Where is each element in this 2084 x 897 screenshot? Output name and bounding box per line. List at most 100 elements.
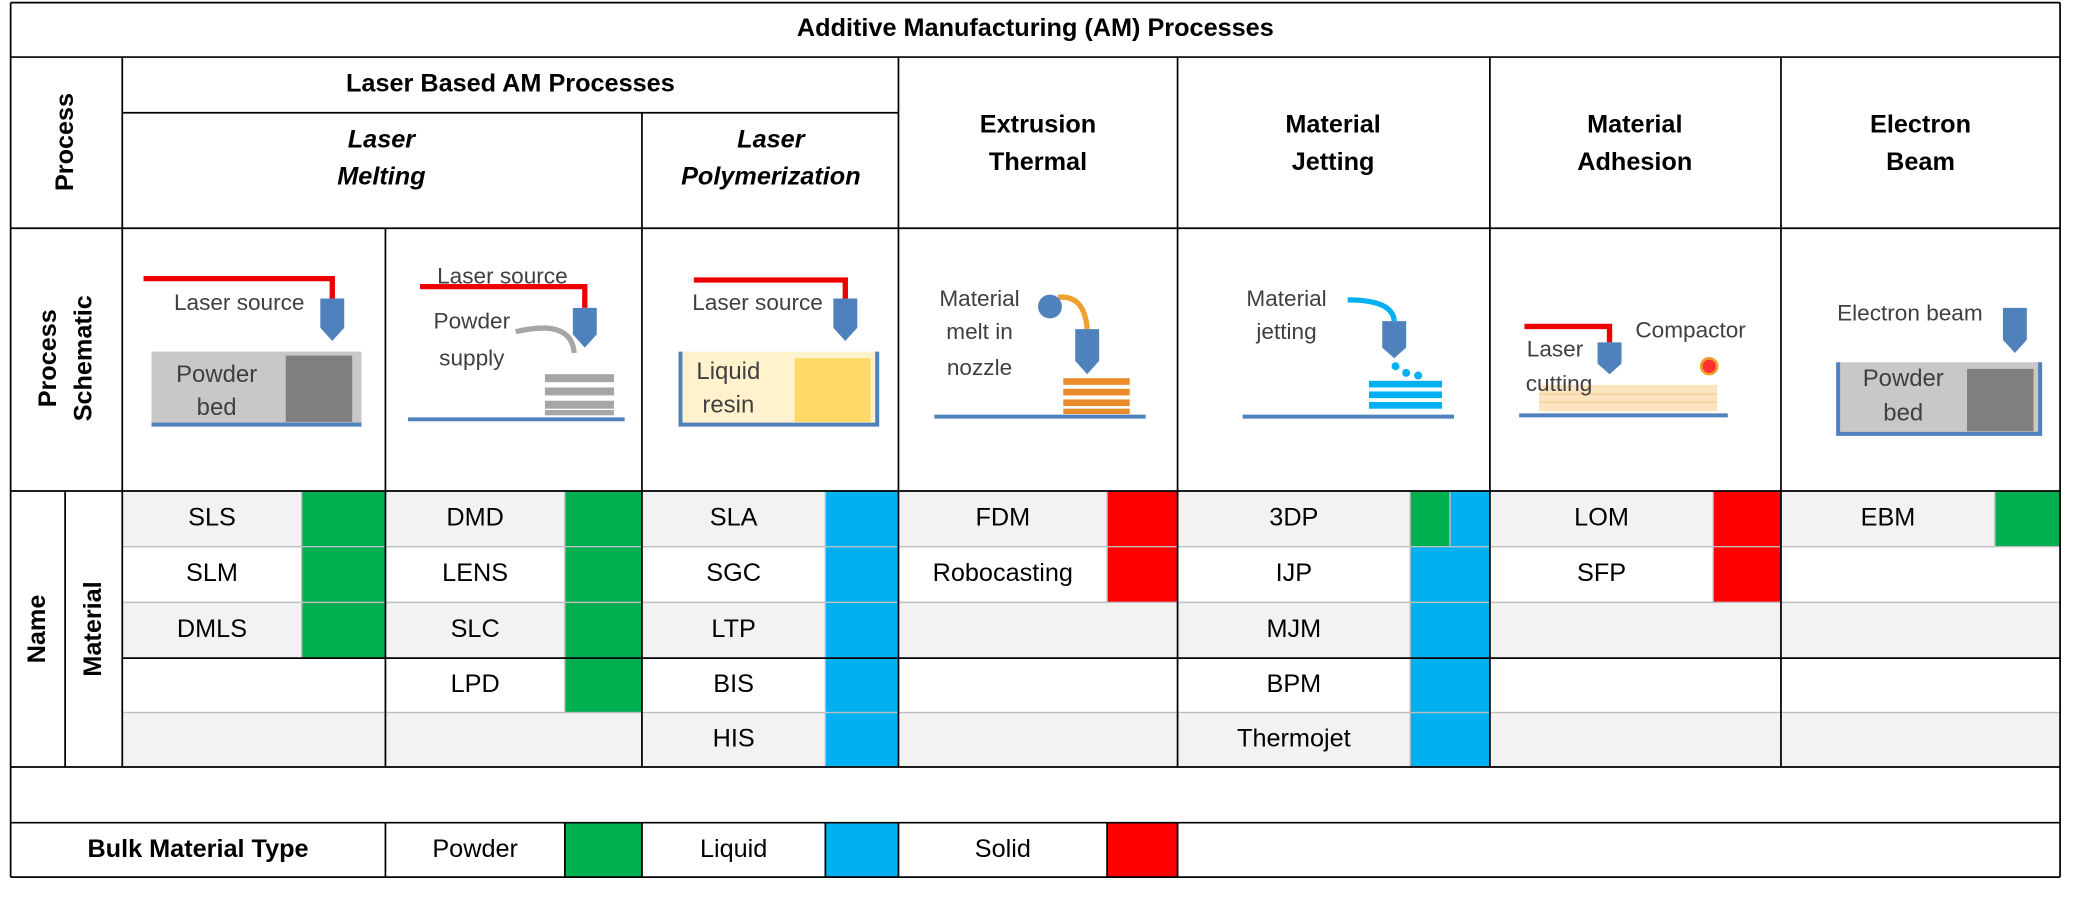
schematic: Laser source Powder supply: [408, 263, 625, 422]
empty-cell: [897, 711, 1179, 768]
column-header: Thermal: [989, 148, 1087, 176]
material-swatch: [564, 546, 643, 604]
process-name: SGC: [706, 559, 761, 587]
name-cell: [384, 546, 566, 604]
process-name: SFP: [1577, 559, 1626, 587]
schematic-label: Powder: [434, 308, 511, 333]
process-name: MJM: [1267, 615, 1322, 643]
name-cell: [1176, 711, 1411, 768]
subgroup-header: Melting: [337, 162, 425, 190]
column-header: Material: [1587, 111, 1682, 139]
material-swatch: [1712, 546, 1782, 604]
process-name: LENS: [442, 559, 508, 587]
name-cell: [641, 711, 827, 768]
schematic-label: resin: [702, 391, 754, 418]
schematic-label: jetting: [1255, 319, 1316, 344]
process-name: DMD: [446, 504, 503, 532]
schematic: Electron beam Powder bed: [1836, 300, 2043, 436]
material-swatch: [301, 601, 387, 659]
legend-label: Powder: [432, 835, 518, 863]
name-cell: [121, 546, 303, 604]
schematic: Laser source Powder bed: [143, 276, 362, 427]
name-cell: [121, 601, 303, 659]
material-swatch: [1409, 546, 1491, 604]
legend-swatch: [564, 822, 643, 878]
empty-cell: [121, 711, 387, 768]
empty-cell: [897, 657, 1179, 714]
empty-cell: [121, 657, 387, 714]
schematic-label: Electron beam: [1837, 300, 1983, 325]
material-swatch: [824, 711, 900, 768]
schematic-label: cutting: [1526, 371, 1593, 396]
schematic-label: nozzle: [947, 355, 1012, 380]
material-swatch: [824, 546, 900, 604]
empty-cell: [1780, 601, 2061, 659]
schematic-label: Laser source: [174, 290, 305, 315]
material-swatch: [1994, 490, 2061, 548]
process-name: BIS: [713, 670, 754, 698]
schematic-label: Material: [1246, 286, 1326, 311]
legend-label: Solid: [975, 835, 1031, 863]
schematic-label: Laser source: [692, 290, 823, 315]
legend-title: Bulk Material Type: [87, 835, 308, 863]
material-swatch: [301, 546, 387, 604]
schematic: Laser cutting Compactor: [1519, 318, 1746, 418]
empty-cell: [897, 601, 1179, 659]
column-header: Electron: [1870, 111, 1971, 139]
schematic-label: supply: [439, 346, 505, 371]
column-header: Adhesion: [1577, 148, 1692, 176]
empty-cell: [1780, 546, 2061, 604]
process-name: LPD: [451, 670, 500, 698]
process-name: Thermojet: [1237, 724, 1351, 752]
schematic-label: Material: [939, 286, 1019, 311]
material-swatch: [564, 490, 643, 548]
process-name: LOM: [1574, 504, 1629, 532]
row-header: Name: [23, 595, 51, 664]
material-swatch: [1409, 657, 1491, 714]
empty-cell: [1489, 657, 1782, 714]
process-name: FDM: [975, 504, 1030, 532]
process-name: SLC: [451, 615, 500, 643]
schematic-label: melt in: [946, 319, 1013, 344]
schematic: Material jetting: [1242, 286, 1455, 419]
process-name: LTP: [711, 615, 755, 643]
process-name: SLM: [186, 559, 238, 587]
material-swatch: [1106, 546, 1179, 604]
empty-cell: [1489, 601, 1782, 659]
schematic-label: Laser source: [437, 263, 568, 288]
name-cell: [897, 546, 1108, 604]
empty-cell: [384, 711, 643, 768]
schematic-label: bed: [1883, 399, 1923, 426]
legend-swatch: [824, 822, 900, 878]
schematic: Material melt in nozzle: [934, 286, 1146, 419]
row-header: Process: [34, 309, 62, 407]
empty-cell: [1489, 711, 1782, 768]
empty-cell: [1780, 711, 2061, 768]
legend-label: Liquid: [700, 835, 767, 863]
schematic-label: Liquid: [696, 358, 760, 385]
subgroup-header: Polymerization: [681, 162, 861, 190]
empty-cell: [1780, 657, 2061, 714]
process-name: SLS: [188, 504, 236, 532]
material-swatch: [824, 601, 900, 659]
name-cell: [121, 490, 303, 548]
material-swatch: [1712, 490, 1782, 548]
subgroup-header: Laser: [348, 125, 417, 153]
legend-swatch: [1106, 822, 1179, 878]
name-cell: [384, 490, 566, 548]
schematic-label: Laser: [1527, 336, 1584, 361]
column-header: Extrusion: [980, 111, 1096, 139]
process-name: SLA: [710, 504, 758, 532]
process-name: DMLS: [177, 615, 247, 643]
process-name: HIS: [713, 724, 755, 752]
row-header: Material: [79, 581, 107, 676]
group-header: Laser Based AM Processes: [346, 70, 675, 98]
name-cell: [1489, 546, 1714, 604]
column-header: Jetting: [1292, 148, 1375, 176]
schematic-label: Compactor: [1635, 318, 1746, 343]
schematic-label: Powder: [1863, 365, 1944, 392]
process-name: 3DP: [1269, 504, 1318, 532]
column-header: Beam: [1886, 148, 1955, 176]
process-name: Robocasting: [933, 559, 1073, 587]
name-cell: [641, 601, 827, 659]
